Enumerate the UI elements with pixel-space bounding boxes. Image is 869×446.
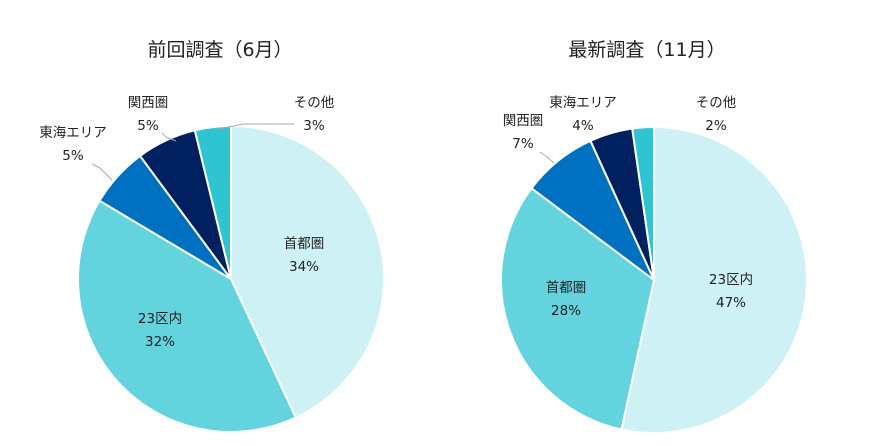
- slice-value: 7%: [512, 136, 534, 152]
- leader-line: [539, 151, 555, 164]
- pie-chart-1: 前回調査（6月） 首都圏 34% 23区内 32% 東海エリア 5% 関西圏 5% その他 3%: [39, 39, 385, 433]
- slice-value: 28%: [551, 303, 581, 319]
- leader-line: [91, 163, 113, 181]
- slice-value: 32%: [145, 334, 175, 350]
- slice-value: 3%: [303, 118, 325, 134]
- slice-value: 47%: [716, 295, 746, 311]
- slice-label: 東海エリア: [39, 125, 107, 141]
- leader-line: [217, 123, 294, 130]
- slice-label: その他: [696, 95, 737, 111]
- slice-value: 4%: [572, 118, 594, 134]
- slice-value: 34%: [289, 259, 319, 275]
- slice-label: 23区内: [709, 272, 753, 288]
- slice-label: 23区内: [138, 311, 182, 327]
- pie-slice: [631, 125, 655, 281]
- pie-slice: [76, 199, 298, 433]
- slice-value: 5%: [62, 148, 84, 164]
- slice-label: 関西圏: [128, 95, 169, 111]
- slice-label: 首都圏: [546, 280, 587, 296]
- slice-value: 2%: [705, 118, 727, 134]
- chart-title: 前回調査（6月）: [147, 39, 292, 61]
- leader-line: [161, 132, 177, 142]
- slice-label: 関西圏: [503, 113, 544, 129]
- pie-slice: [230, 124, 385, 419]
- slice-label: 東海エリア: [549, 95, 617, 111]
- slice-value: 5%: [137, 118, 159, 134]
- pie-chart-2: 最新調査（11月） 23区内 47% 首都圏 28% 関西圏 7% 東海エリア 4% その他 2%: [500, 39, 808, 434]
- chart-title: 最新調査（11月）: [568, 39, 725, 61]
- pie-slice: [500, 186, 656, 431]
- slice-label: その他: [294, 95, 335, 111]
- pie-slice: [620, 125, 808, 434]
- slice-label: 首都圏: [284, 236, 325, 252]
